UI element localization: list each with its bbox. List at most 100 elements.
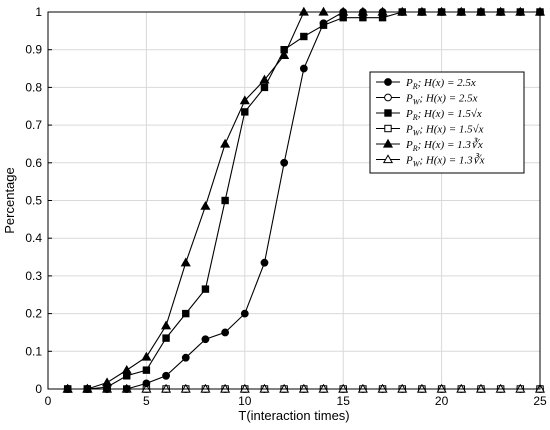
data-point (220, 383, 231, 393)
data-point (241, 108, 249, 116)
data-point (220, 138, 231, 148)
data-point (300, 32, 308, 41)
legend-label: PW; H(x) = 1.5√x (405, 124, 484, 138)
y-tick-label: 0.1 (25, 344, 42, 358)
x-tick-label: 0 (45, 394, 52, 408)
legend-item: PR; H(x) = 1.5√x (376, 108, 482, 122)
data-point (495, 383, 506, 393)
legend-item: PW; H(x) = 2.5x (376, 93, 478, 107)
y-tick-label: 0.5 (25, 194, 42, 208)
data-point (221, 328, 230, 337)
data-point (475, 6, 487, 16)
legend-label: PW; H(x) = 1.3∛x (405, 153, 485, 169)
y-tick-label: 0.3 (25, 269, 42, 283)
data-point (161, 383, 172, 393)
data-point (201, 285, 210, 293)
legend-label: PW; H(x) = 2.5x (405, 93, 478, 107)
data-point (200, 200, 211, 210)
x-tick-label: 5 (143, 394, 150, 408)
data-point (377, 6, 388, 16)
data-point (319, 21, 328, 29)
legend-label: PR; H(x) = 1.3∛x (405, 137, 483, 153)
data-point (101, 377, 113, 387)
data-point (357, 6, 368, 16)
data-point (82, 383, 93, 393)
data-point (240, 309, 249, 318)
data-point (161, 320, 172, 330)
data-point (416, 6, 427, 16)
y-tick-label: 1 (35, 5, 42, 19)
x-tick-label: 10 (238, 394, 252, 408)
data-point (260, 83, 269, 92)
data-point (475, 383, 487, 393)
x-tick-label: 25 (533, 394, 547, 408)
data-point (141, 351, 152, 361)
data-point (180, 257, 191, 267)
y-tick-label: 0 (35, 382, 42, 396)
data-point (162, 334, 170, 342)
data-point (416, 383, 427, 393)
data-point (221, 196, 229, 205)
data-point (397, 6, 408, 16)
data-point (280, 158, 289, 167)
data-point (259, 383, 270, 393)
grid (47, 11, 541, 390)
data-point (298, 383, 309, 393)
plot-frame (47, 11, 541, 390)
data-point (436, 383, 447, 393)
data-point (357, 383, 368, 393)
data-point (515, 383, 526, 393)
data-point (121, 364, 132, 374)
legend-marker (384, 109, 392, 117)
data-point (495, 6, 506, 16)
x-axis-title: T(interaction times) (238, 408, 349, 423)
legend-marker (382, 138, 394, 148)
y-tick-label: 0.8 (25, 80, 42, 94)
data-point (436, 6, 447, 16)
data-point (456, 383, 467, 393)
data-point (62, 383, 73, 393)
y-tick-label: 0.9 (25, 43, 42, 57)
tick-labels: 0 5 10 15 20 25 0 0.1 0.2 0.3 0.4 0.5 0.6 0.7 0.8 0.9 1 (25, 5, 547, 408)
legend-item: PW; H(x) = 1.5√x (376, 124, 484, 138)
x-tick-label: 15 (337, 394, 351, 408)
legend-marker (384, 78, 392, 86)
legend-item: PR; H(x) = 2.5x (376, 77, 476, 91)
data-point (260, 258, 269, 267)
x-tick-label: 20 (435, 394, 449, 408)
y-tick-label: 0.7 (25, 118, 42, 132)
data-point (397, 383, 408, 393)
legend-item: PR; H(x) = 1.3∛x (376, 137, 483, 153)
legend-label: PR; H(x) = 2.5x (405, 77, 476, 91)
data-point (338, 383, 349, 393)
data-point (318, 6, 329, 16)
data-point (181, 353, 190, 362)
legend-box (369, 71, 525, 174)
data-point (239, 95, 250, 105)
data-point (201, 335, 210, 344)
y-axis-title: Percentage (2, 167, 17, 234)
data-point (142, 379, 151, 388)
data-point (180, 383, 191, 393)
data-point (515, 6, 526, 16)
y-tick-label: 0.2 (25, 307, 42, 321)
data-point (279, 50, 290, 60)
legend-marker (382, 154, 394, 164)
data-point (182, 309, 190, 318)
legend-marker (384, 93, 392, 102)
data-point (318, 383, 329, 393)
data-point (239, 383, 250, 393)
y-tick-label: 0.4 (25, 231, 42, 245)
data-point (142, 366, 151, 374)
data-point (377, 383, 388, 393)
data-point (338, 6, 349, 16)
legend-marker (384, 124, 392, 133)
legend-item: PW; H(x) = 1.3∛x (376, 153, 485, 169)
data-point (279, 383, 290, 393)
data-point (259, 74, 270, 84)
data-point (141, 383, 152, 393)
data-point (298, 6, 309, 16)
data-point (200, 383, 211, 393)
